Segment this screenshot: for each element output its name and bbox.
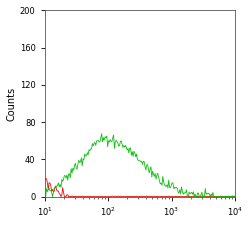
Y-axis label: Counts: Counts	[7, 86, 17, 121]
